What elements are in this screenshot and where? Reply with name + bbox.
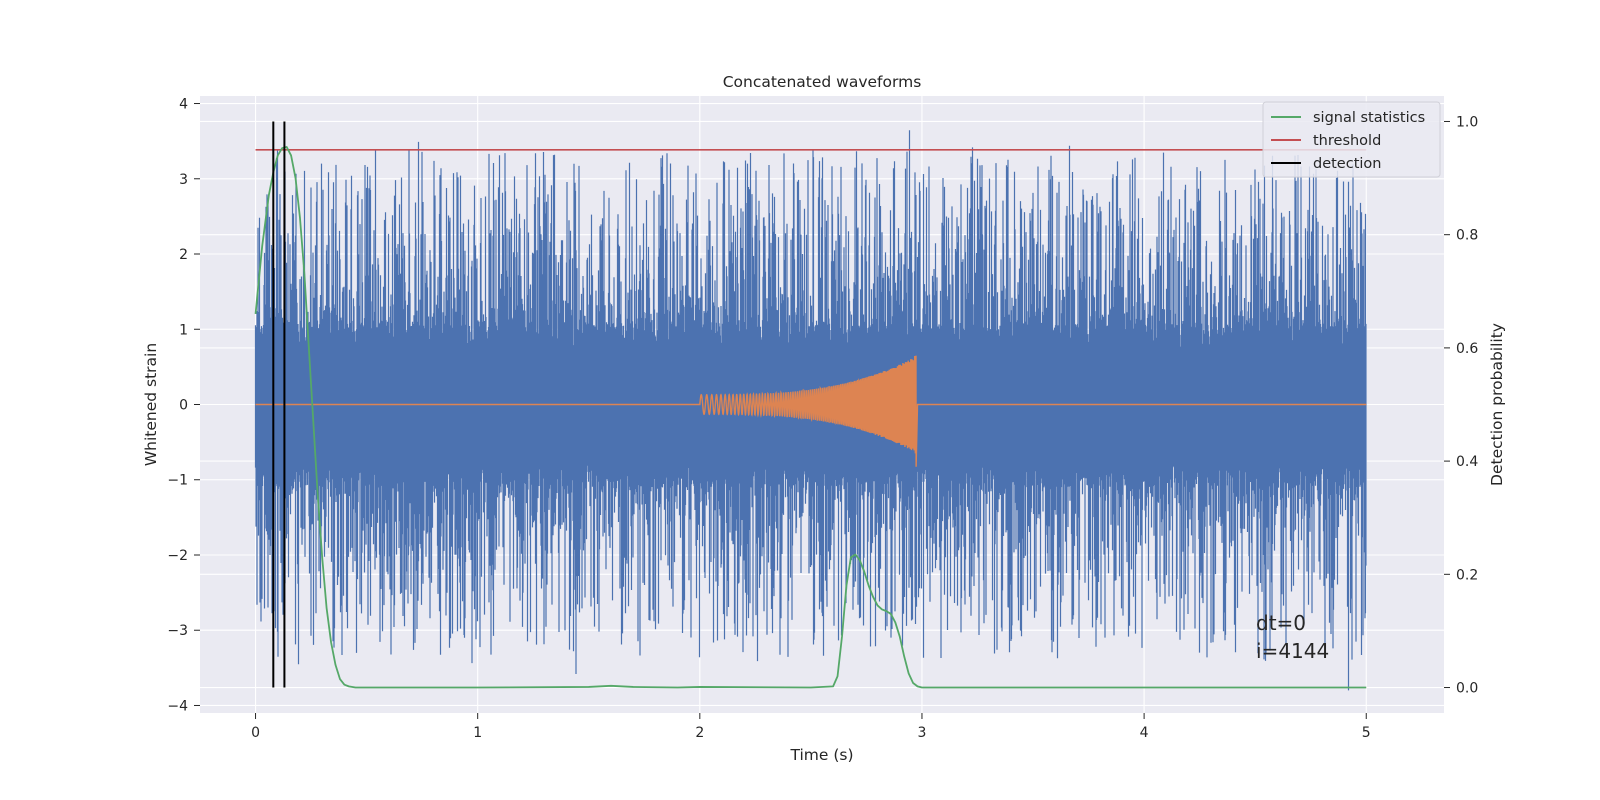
x-tick-label: 4: [1140, 725, 1149, 741]
y2-tick-label: 0.4: [1456, 454, 1478, 470]
y-tick-label: −2: [167, 548, 188, 564]
x-tick-label: 5: [1362, 725, 1371, 741]
y-tick-label: 2: [179, 247, 188, 263]
legend-label: threshold: [1313, 133, 1381, 149]
axes: 0 1 2 3 4 5 −4 −3 −2 −1 0 1 2 3 4 0.0 0.2 0.4 0.6 0.8 1.0: [167, 97, 1478, 741]
legend-box: [1262, 101, 1441, 178]
legend-label: signal statistics: [1313, 110, 1425, 126]
legend-label: detection: [1313, 156, 1381, 172]
y-tick-label: −3: [167, 623, 188, 639]
y-tick-label: 4: [179, 97, 188, 113]
chart-title: Concatenated waveforms: [723, 73, 922, 91]
y2-tick-label: 0.8: [1456, 228, 1478, 244]
annotation-text: i=4144: [1256, 639, 1329, 663]
annotation-text: dt=0: [1256, 611, 1306, 635]
y2-axis-label: Detection probability: [1488, 323, 1506, 486]
y-axis-label: Whitened strain: [142, 343, 160, 466]
y2-tick-label: 1.0: [1456, 114, 1478, 130]
y2-tick-label: 0.0: [1456, 681, 1478, 697]
y2-tick-label: 0.6: [1456, 341, 1478, 357]
signal-statistics-line: [254, 146, 1367, 689]
x-tick-label: 2: [695, 725, 704, 741]
y2-tick-label: 0.2: [1456, 567, 1478, 583]
x-tick-label: 3: [918, 725, 927, 741]
y-tick-label: −1: [167, 473, 188, 489]
y-tick-label: 0: [179, 398, 188, 414]
y-tick-label: −4: [167, 698, 188, 714]
plot-series: [254, 121, 1367, 691]
legend: signal statistics threshold detection: [1262, 101, 1441, 178]
chirp-waveform-series: [255, 355, 1367, 467]
y-tick-label: 1: [179, 322, 188, 338]
annotations: dt=0 i=4144: [1256, 611, 1329, 663]
x-axis-label: Time (s): [789, 746, 853, 764]
x-tick-label: 0: [251, 725, 260, 741]
x-tick-label: 1: [473, 725, 482, 741]
y-tick-label: 3: [179, 172, 188, 188]
